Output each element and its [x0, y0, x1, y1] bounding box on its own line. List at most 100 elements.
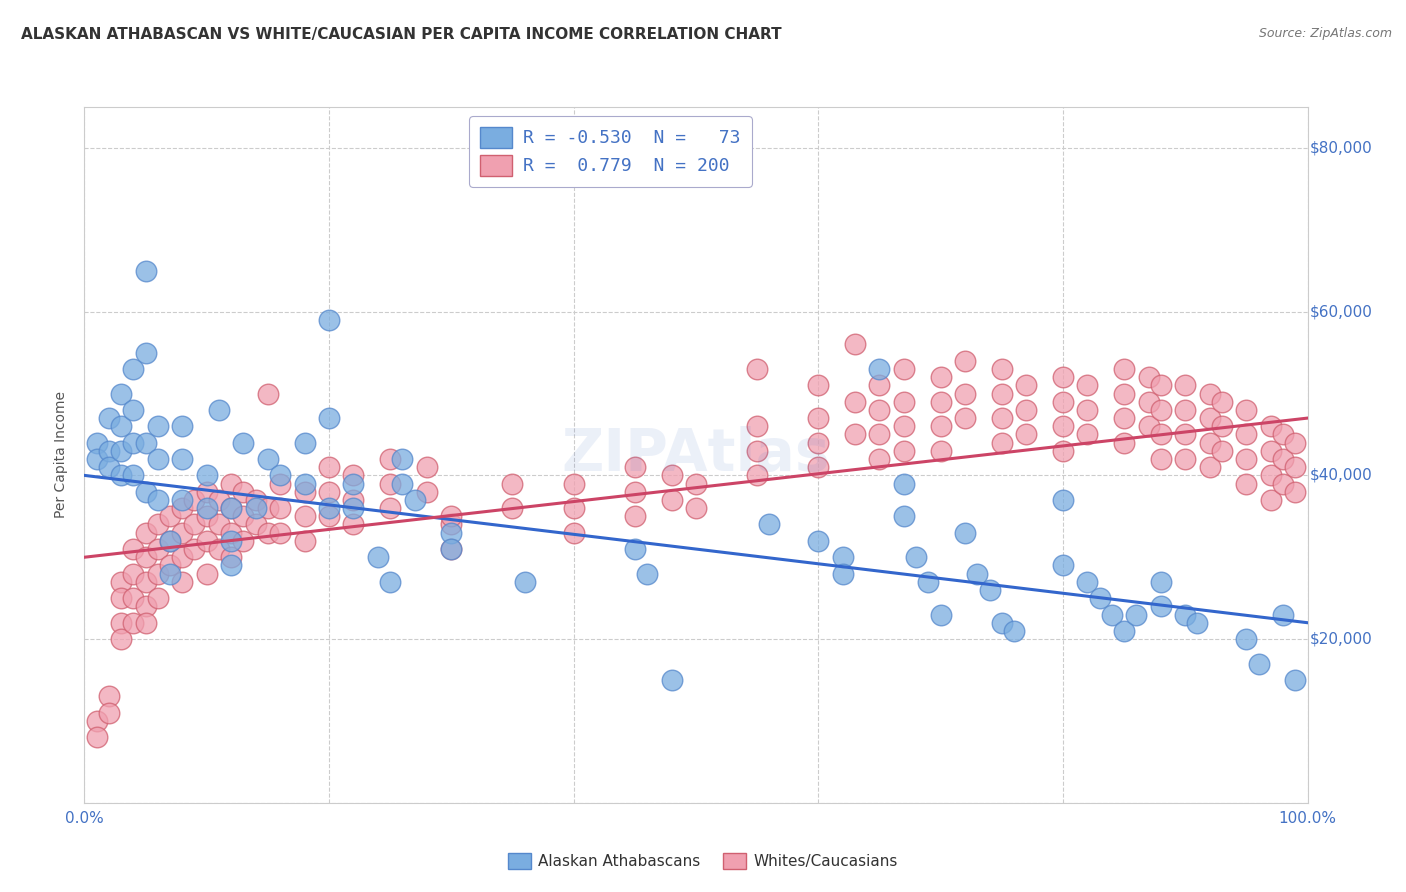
Point — [953, 525, 976, 540]
Point — [219, 533, 242, 548]
Point — [685, 501, 707, 516]
Point — [135, 574, 157, 589]
Point — [990, 386, 1012, 401]
Point — [97, 706, 120, 720]
Point — [893, 476, 915, 491]
Point — [146, 517, 169, 532]
Point — [1284, 484, 1306, 499]
Point — [380, 501, 402, 516]
Point — [97, 443, 120, 458]
Point — [219, 476, 242, 491]
Point — [172, 419, 194, 434]
Point — [122, 468, 145, 483]
Point — [1284, 460, 1306, 475]
Point — [318, 484, 340, 499]
Point — [1052, 492, 1074, 507]
Point — [869, 452, 891, 467]
Point — [232, 533, 254, 548]
Point — [966, 566, 988, 581]
Point — [135, 345, 157, 359]
Point — [562, 501, 585, 516]
Point — [135, 484, 157, 499]
Point — [1150, 427, 1173, 442]
Point — [1015, 378, 1038, 392]
Point — [195, 509, 218, 524]
Point — [990, 615, 1012, 630]
Point — [135, 264, 157, 278]
Point — [624, 460, 647, 475]
Point — [135, 599, 157, 614]
Point — [318, 460, 340, 475]
Point — [990, 435, 1012, 450]
Point — [232, 509, 254, 524]
Point — [758, 517, 780, 532]
Point — [122, 435, 145, 450]
Point — [257, 525, 280, 540]
Point — [122, 591, 145, 606]
Point — [661, 673, 683, 687]
Point — [110, 615, 132, 630]
Point — [195, 501, 218, 516]
Point — [929, 370, 952, 384]
Point — [135, 550, 157, 565]
Text: $80,000: $80,000 — [1310, 140, 1372, 155]
Point — [159, 558, 181, 573]
Point — [146, 492, 169, 507]
Point — [318, 411, 340, 425]
Point — [440, 509, 463, 524]
Point — [1272, 607, 1295, 622]
Point — [1101, 607, 1123, 622]
Point — [97, 411, 120, 425]
Point — [1211, 443, 1233, 458]
Point — [1088, 591, 1111, 606]
Point — [893, 443, 915, 458]
Text: ALASKAN ATHABASCAN VS WHITE/CAUCASIAN PER CAPITA INCOME CORRELATION CHART: ALASKAN ATHABASCAN VS WHITE/CAUCASIAN PE… — [21, 27, 782, 42]
Point — [501, 501, 523, 516]
Point — [831, 550, 853, 565]
Point — [1052, 419, 1074, 434]
Point — [219, 558, 242, 573]
Point — [172, 525, 194, 540]
Point — [86, 452, 108, 467]
Point — [685, 476, 707, 491]
Point — [440, 542, 463, 557]
Point — [294, 484, 316, 499]
Point — [1002, 624, 1025, 638]
Point — [380, 574, 402, 589]
Point — [1052, 394, 1074, 409]
Point — [110, 419, 132, 434]
Point — [208, 492, 231, 507]
Point — [159, 533, 181, 548]
Point — [929, 607, 952, 622]
Point — [1187, 615, 1209, 630]
Point — [1260, 468, 1282, 483]
Point — [893, 394, 915, 409]
Point — [342, 517, 364, 532]
Point — [1234, 452, 1257, 467]
Point — [979, 582, 1001, 597]
Point — [416, 484, 439, 499]
Point — [869, 403, 891, 417]
Point — [562, 476, 585, 491]
Point — [1284, 673, 1306, 687]
Point — [661, 468, 683, 483]
Point — [97, 690, 120, 704]
Point — [1015, 427, 1038, 442]
Point — [1260, 443, 1282, 458]
Point — [929, 419, 952, 434]
Legend: R = -0.530  N =   73, R =  0.779  N = 200: R = -0.530 N = 73, R = 0.779 N = 200 — [470, 116, 752, 186]
Point — [183, 517, 205, 532]
Point — [1076, 427, 1098, 442]
Point — [380, 476, 402, 491]
Point — [245, 492, 267, 507]
Point — [990, 411, 1012, 425]
Point — [1114, 386, 1136, 401]
Point — [1150, 452, 1173, 467]
Point — [294, 476, 316, 491]
Point — [232, 484, 254, 499]
Point — [905, 550, 928, 565]
Point — [1174, 607, 1197, 622]
Point — [257, 452, 280, 467]
Text: Source: ZipAtlas.com: Source: ZipAtlas.com — [1258, 27, 1392, 40]
Point — [1114, 362, 1136, 376]
